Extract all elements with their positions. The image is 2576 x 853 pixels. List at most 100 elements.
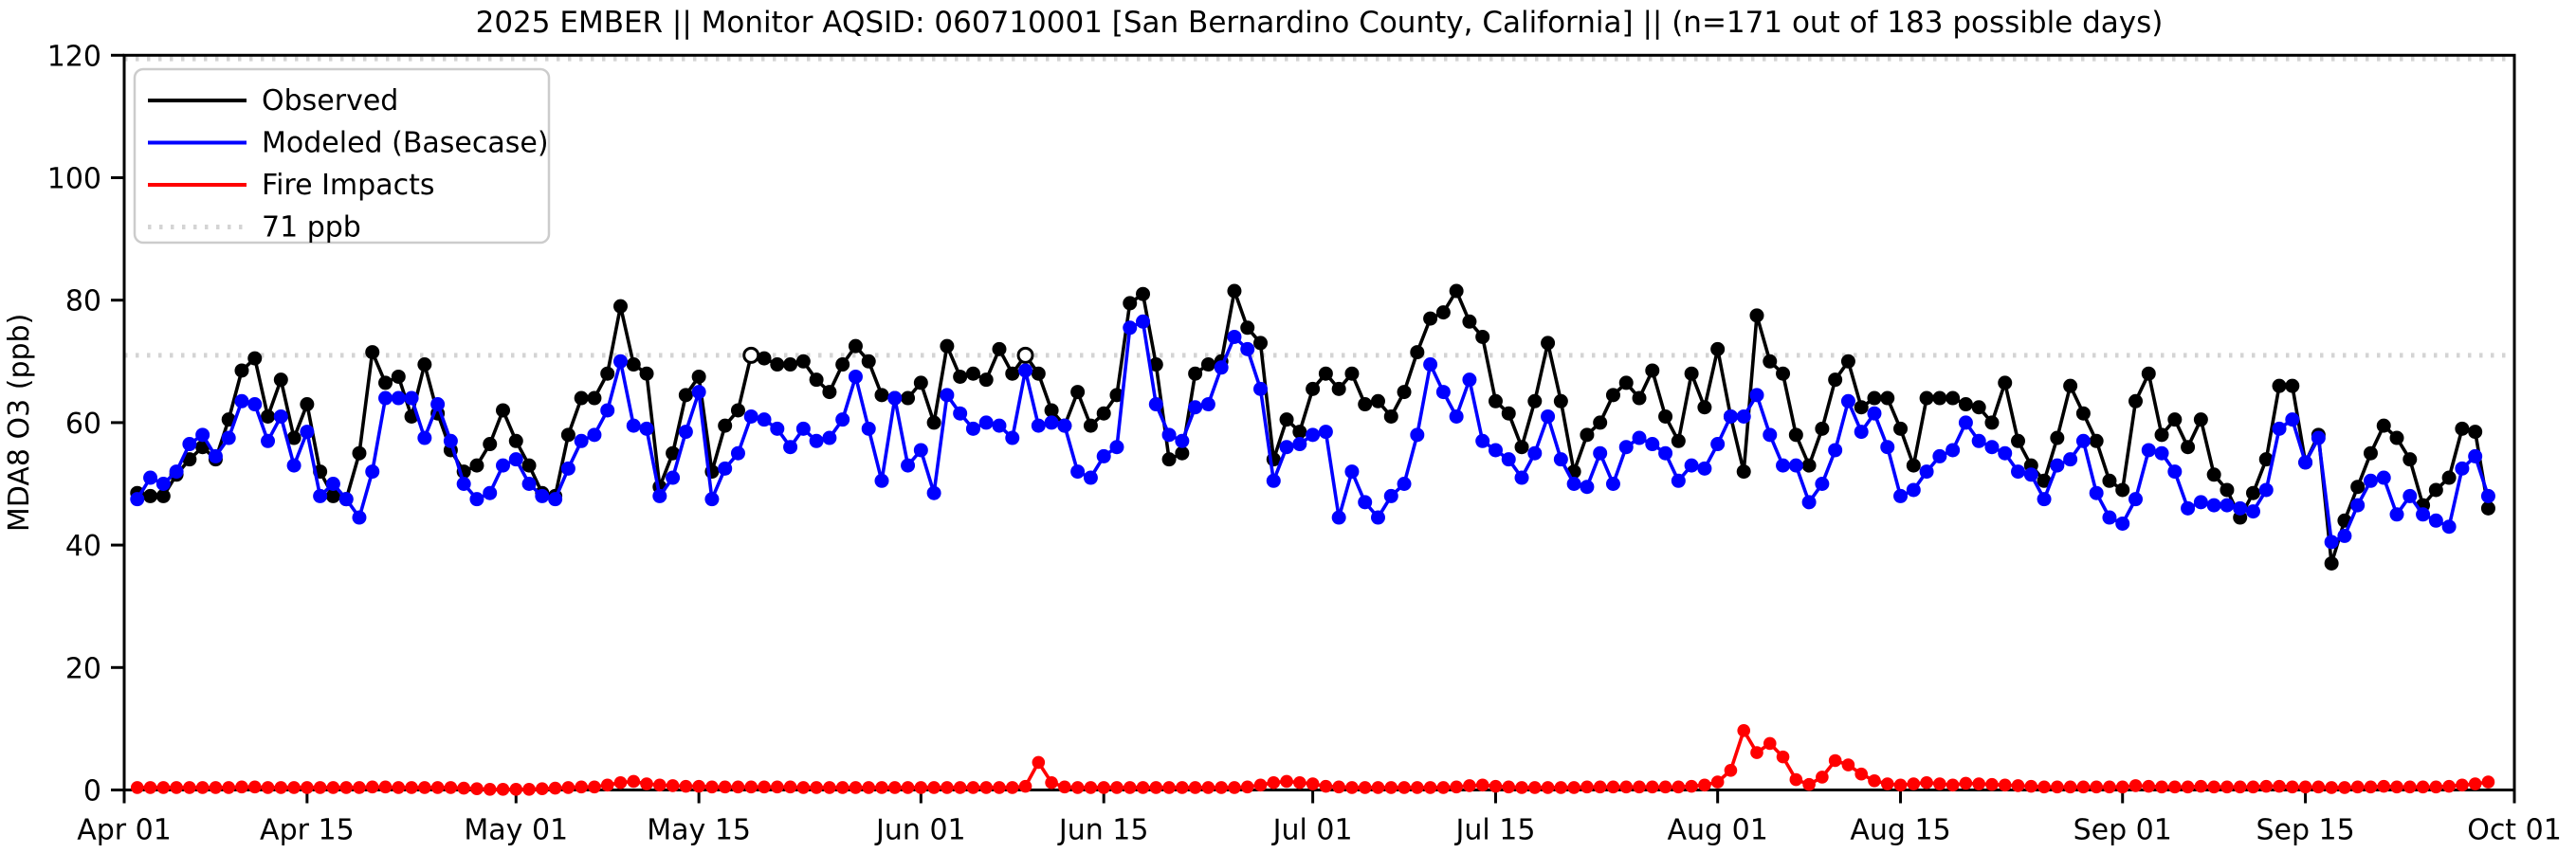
observed-marker: [2324, 555, 2339, 571]
fire-impacts-marker: [1280, 774, 1293, 789]
modeled-basecase-marker: [1031, 418, 1046, 433]
fire-impacts-marker: [418, 781, 431, 794]
modeled-basecase-marker: [234, 393, 249, 408]
fire-impacts-marker: [1998, 778, 2012, 792]
observed-marker: [2181, 440, 2196, 455]
modeled-basecase-marker: [992, 418, 1007, 433]
modeled-basecase-marker: [261, 433, 276, 448]
fire-impacts-marker: [365, 780, 379, 794]
legend-label: Fire Impacts: [262, 169, 434, 202]
observed-marker: [2441, 470, 2457, 485]
modeled-basecase-marker: [1435, 385, 1451, 400]
fire-impacts-marker: [156, 781, 171, 794]
modeled-basecase-marker: [2102, 510, 2117, 525]
modeled-basecase-marker: [286, 458, 301, 473]
modeled-basecase-marker: [1566, 477, 1581, 491]
modeled-basecase-marker: [730, 445, 745, 461]
observed-marker: [1697, 400, 1712, 415]
observed-marker: [2480, 500, 2495, 516]
fire-impacts-marker: [810, 781, 823, 794]
modeled-basecase-marker: [678, 425, 693, 440]
modeled-basecase-marker: [2298, 455, 2313, 470]
fire-impacts-marker: [2194, 779, 2208, 793]
modeled-basecase-marker: [1749, 388, 1764, 403]
modeled-basecase-marker: [1109, 440, 1124, 455]
modeled-basecase-marker: [1057, 418, 1072, 433]
fire-impacts-marker: [770, 780, 784, 794]
modeled-basecase-marker: [1188, 400, 1203, 415]
fire-impacts-marker: [1658, 780, 1672, 794]
fire-impacts-marker: [1685, 779, 1698, 793]
observed-marker: [1971, 400, 1986, 415]
modeled-basecase-marker: [1200, 397, 1215, 412]
modeled-basecase-marker: [2141, 443, 2156, 458]
modeled-basecase-marker: [1880, 440, 1895, 455]
modeled-basecase-marker: [2455, 461, 2470, 476]
observed-marker: [496, 403, 511, 418]
modeled-basecase-marker: [1541, 408, 1556, 424]
modeled-basecase-marker: [1227, 329, 1242, 344]
fire-impacts-marker: [2246, 780, 2260, 794]
observed-marker: [2350, 480, 2366, 495]
observed-marker: [2428, 482, 2443, 498]
observed-marker: [1632, 390, 1647, 406]
fire-impacts-marker: [1606, 780, 1620, 794]
observed-marker: [1435, 305, 1451, 320]
modeled-basecase-marker: [2193, 495, 2208, 510]
observed-marker: [521, 458, 537, 473]
modeled-basecase-marker: [2089, 485, 2104, 500]
modeled-basecase-marker: [391, 390, 406, 406]
fire-impacts-marker: [2076, 780, 2091, 794]
observed-marker: [795, 354, 811, 369]
observed-marker: [2115, 482, 2130, 498]
fire-impacts-marker: [1097, 781, 1110, 794]
fire-impacts-marker: [326, 781, 340, 794]
observed-marker: [2050, 430, 2065, 445]
observed-marker: [1462, 314, 1477, 329]
observed-marker: [273, 372, 288, 388]
fire-impacts-marker: [470, 782, 484, 796]
modeled-basecase-marker: [456, 477, 471, 491]
observed-marker: [143, 488, 158, 503]
observed-marker: [965, 366, 980, 381]
x-tick-label: Oct 01: [2467, 814, 2562, 847]
fire-impacts-marker: [1868, 774, 1881, 788]
x-tick-label: Aug 15: [1850, 814, 1950, 847]
fire-impacts-marker: [561, 781, 575, 794]
modeled-basecase-marker: [1083, 470, 1098, 485]
observed-marker: [1867, 390, 1882, 406]
legend-label: Modeled (Basecase): [262, 127, 549, 160]
observed-marker: [612, 299, 628, 314]
fire-impacts-marker: [195, 781, 210, 794]
modeled-basecase-marker: [338, 492, 354, 507]
fire-impacts-marker: [901, 781, 915, 794]
observed-marker: [1645, 363, 1660, 378]
fire-impacts-marker: [483, 783, 497, 796]
modeled-basecase-marker: [1906, 482, 1921, 498]
fire-impacts-marker: [1763, 736, 1777, 751]
observed-marker: [2258, 452, 2274, 467]
modeled-basecase-marker: [1697, 461, 1712, 476]
modeled-basecase-marker: [1801, 495, 1817, 510]
observed-marker: [1358, 397, 1373, 412]
modeled-basecase-marker: [1632, 430, 1647, 445]
modeled-basecase-marker: [940, 388, 955, 403]
fire-impacts-marker: [1018, 779, 1032, 793]
fire-impacts-marker: [744, 780, 758, 794]
observed-marker: [1906, 458, 1921, 473]
fire-impacts-marker: [301, 781, 314, 794]
observed-marker: [1240, 320, 1255, 336]
fire-impacts-marker: [1345, 781, 1359, 794]
modeled-basecase-marker: [1658, 445, 1673, 461]
observed-marker: [2011, 433, 2026, 448]
observed-marker: [1801, 458, 1817, 473]
fire-impacts-marker: [2377, 779, 2391, 793]
observed-marker: [1593, 415, 1608, 430]
modeled-basecase-marker: [2154, 445, 2169, 461]
fire-impacts-marker: [143, 781, 157, 794]
fire-impacts-marker: [588, 780, 601, 794]
observed-marker: [1618, 375, 1634, 390]
observed-marker: [926, 415, 941, 430]
modeled-basecase-marker: [2220, 498, 2235, 513]
modeled-basecase-marker: [861, 421, 876, 436]
